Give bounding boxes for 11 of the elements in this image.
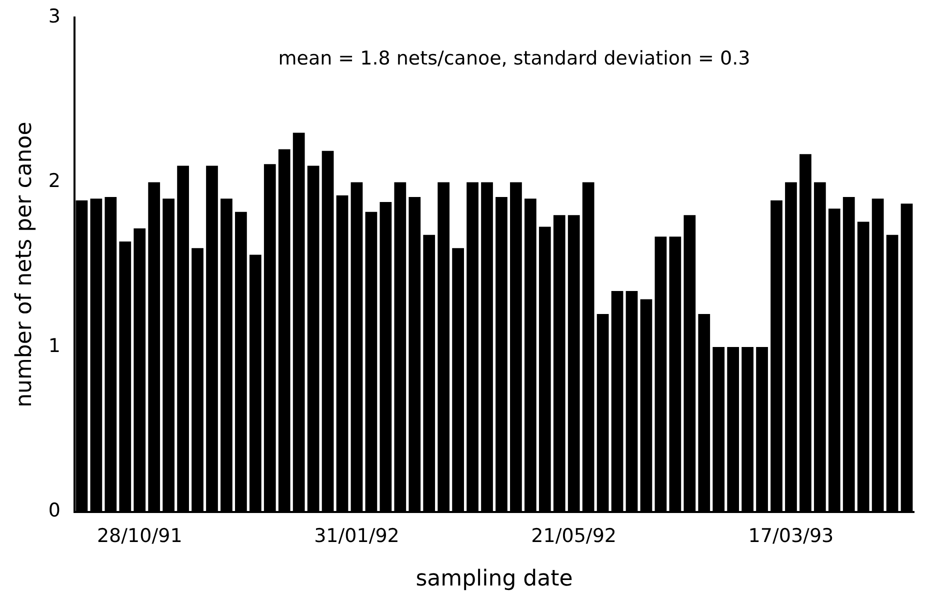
y-tick-label: 3 bbox=[48, 5, 60, 28]
x-tick-label: 31/01/92 bbox=[314, 525, 400, 548]
x-tick-label: 21/05/92 bbox=[531, 525, 617, 548]
annotation: mean = 1.8 nets/canoe, standard deviation = 0.3 bbox=[278, 47, 750, 70]
x-axis-title: sampling date bbox=[416, 566, 573, 592]
y-tick-label: 1 bbox=[48, 334, 60, 357]
y-tick-label: 0 bbox=[48, 500, 60, 522]
x-tick-label: 17/03/93 bbox=[748, 525, 834, 548]
y-axis-title: number of nets per canoe bbox=[12, 122, 37, 408]
x-tick-label: 28/10/91 bbox=[96, 525, 182, 548]
y-tick-label: 2 bbox=[48, 170, 60, 192]
